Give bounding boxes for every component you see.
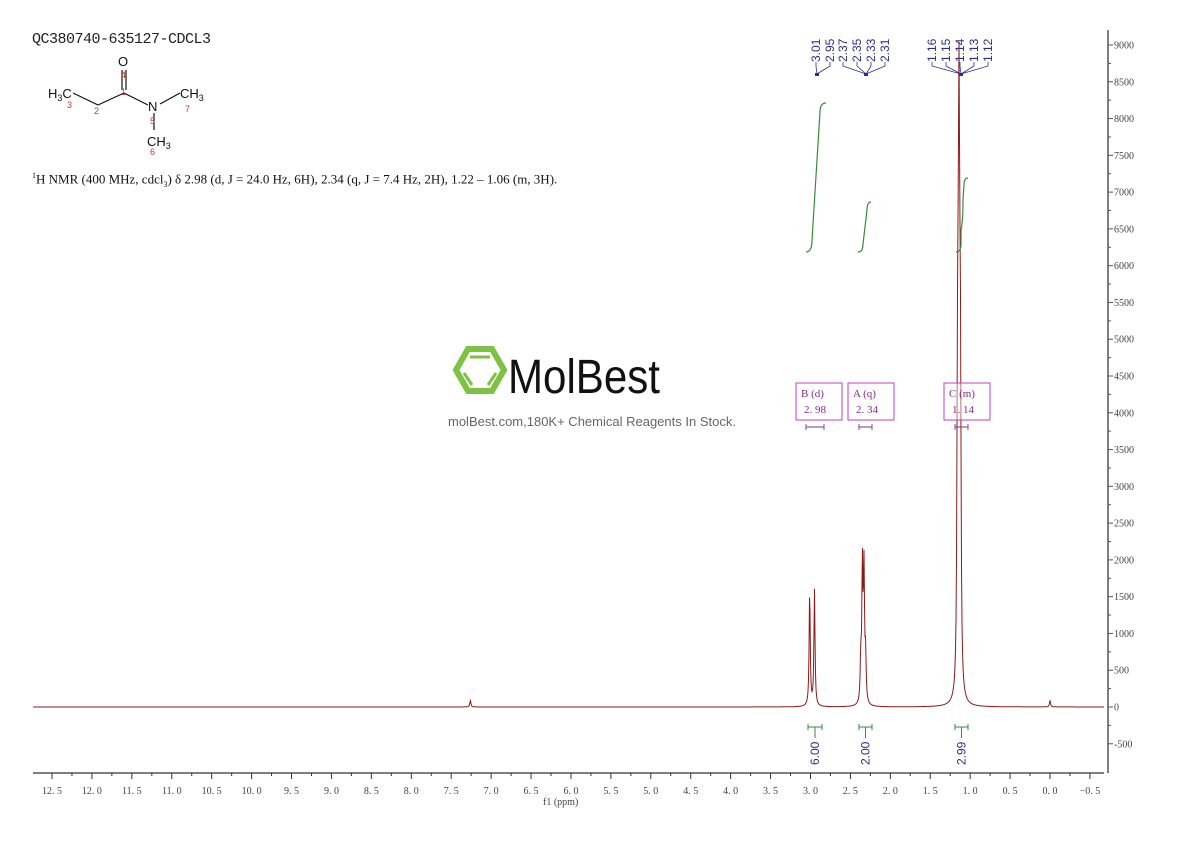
multiplet-label: A (q) <box>853 388 876 400</box>
y-tick-label: 4500 <box>1114 372 1134 383</box>
y-tick-label: 6500 <box>1114 224 1134 235</box>
integral-value: 2.00 <box>859 741 873 765</box>
x-tick-label: −0. 5 <box>1080 786 1101 797</box>
y-tick-label: 8000 <box>1114 114 1134 125</box>
watermark-caption: molBest.com,180K+ Chemical Reagents In S… <box>448 414 736 429</box>
svg-text:3: 3 <box>67 100 72 110</box>
multiplet-annotations: B (d) 2. 98 A (q) 2. 34 C (m) 1. 14 <box>795 382 991 430</box>
integral-value: 2.99 <box>955 741 969 765</box>
x-tick-label: 5. 5 <box>603 786 618 797</box>
y-tick-label: 2000 <box>1114 555 1134 566</box>
peak-label: 2.37 <box>836 38 850 62</box>
x-tick-label: 1. 0 <box>963 786 978 797</box>
svg-text:7: 7 <box>185 104 190 114</box>
x-tick-label: 10. 0 <box>242 786 262 797</box>
x-tick-label: 6. 5 <box>524 786 539 797</box>
y-tick-label: 5500 <box>1114 298 1134 309</box>
peak-label: 2.35 <box>850 38 864 62</box>
x-tick-label: 7. 0 <box>484 786 499 797</box>
peak-label: 1.13 <box>967 38 981 62</box>
atom-oxygen: O <box>118 54 128 69</box>
multiplet-shift: 1. 14 <box>952 404 975 416</box>
x-tick-label: 7. 5 <box>444 786 459 797</box>
peak-labels: 3.01 2.95 2.37 2.35 2.33 2.31 1.16 1.15 1.14 1.13… <box>809 38 995 76</box>
svg-text:4: 4 <box>121 70 126 80</box>
peak-label: 2.31 <box>878 38 892 62</box>
y-tick-label: 3000 <box>1114 482 1134 493</box>
chemical-structure: O H3C N CH3 CH3 4 1 3 2 5 7 6 <box>48 54 204 157</box>
integral-value: 6.00 <box>808 741 822 765</box>
y-tick-label: 7500 <box>1114 151 1134 162</box>
integral-curves <box>805 102 969 253</box>
svg-text:1: 1 <box>121 87 126 97</box>
brand-name: MolBest <box>508 351 660 403</box>
y-tick-label: 9000 <box>1114 41 1134 52</box>
x-axis-ticks: 12. 5 12. 0 11. 5 11. 0 10. 5 10. 0 9. 5 9. 0 8.… <box>42 773 1100 797</box>
peak-label: 1.14 <box>953 38 967 62</box>
x-tick-label: 9. 0 <box>324 786 339 797</box>
x-tick-label: 11. 0 <box>162 786 182 797</box>
y-tick-label: 0 <box>1114 703 1119 714</box>
y-tick-label: 2500 <box>1114 519 1134 530</box>
y-tick-label: 5000 <box>1114 335 1134 346</box>
x-tick-label: 2. 0 <box>883 786 898 797</box>
x-tick-label: 3. 0 <box>803 786 818 797</box>
x-tick-label: 10. 5 <box>202 786 222 797</box>
x-tick-label: 8. 0 <box>404 786 419 797</box>
x-tick-label: 3. 5 <box>763 786 778 797</box>
nmr-description: 1H NMR (400 MHz, cdcl3) δ 2.98 (d, J = 2… <box>32 171 558 189</box>
y-tick-label: 1000 <box>1114 629 1134 640</box>
peak-label: 3.01 <box>809 38 823 62</box>
y-tick-label: -500 <box>1114 739 1132 750</box>
atom-ch3-6: CH3 <box>147 134 171 151</box>
atom-nitrogen: N <box>148 99 157 114</box>
integral-values: 6.00 2.00 2.99 <box>807 724 969 765</box>
peak-label: 1.12 <box>981 38 995 62</box>
y-axis-ticks: 9000850080007500700065006000550050004500… <box>1108 41 1134 750</box>
x-tick-label: 4. 0 <box>723 786 738 797</box>
svg-text:2: 2 <box>94 106 99 116</box>
peak-label: 1.16 <box>925 38 939 62</box>
y-tick-label: 6000 <box>1114 261 1134 272</box>
x-tick-label: 5. 0 <box>643 786 658 797</box>
x-tick-label: 9. 5 <box>284 786 299 797</box>
y-tick-label: 8500 <box>1114 77 1134 88</box>
peak-label: 2.33 <box>864 38 878 62</box>
x-tick-label: 6. 0 <box>563 786 578 797</box>
y-tick-label: 1500 <box>1114 592 1134 603</box>
x-tick-label: 0. 5 <box>1003 786 1018 797</box>
x-tick-label: 8. 5 <box>364 786 379 797</box>
svg-text:5: 5 <box>150 116 155 126</box>
y-tick-label: 3500 <box>1114 445 1134 456</box>
peak-label: 1.15 <box>939 38 953 62</box>
svg-text:6: 6 <box>150 147 155 157</box>
multiplet-label: C (m) <box>949 388 975 400</box>
x-tick-label: 4. 5 <box>683 786 698 797</box>
x-tick-label: 12. 0 <box>82 786 102 797</box>
spectrum-trace <box>33 41 1104 708</box>
y-tick-label: 500 <box>1114 666 1129 677</box>
y-tick-label: 7000 <box>1114 188 1134 199</box>
x-tick-label: 12. 5 <box>42 786 62 797</box>
y-tick-label: 4000 <box>1114 408 1134 419</box>
atom-ch3-7: CH3 <box>180 86 204 103</box>
x-tick-label: 11. 5 <box>122 786 142 797</box>
atom-h3c: H3C <box>48 86 72 103</box>
peak-label: 2.95 <box>823 38 837 62</box>
x-tick-label: 2. 5 <box>843 786 858 797</box>
x-tick-label: 0. 0 <box>1043 786 1058 797</box>
multiplet-shift: 2. 34 <box>856 404 879 416</box>
multiplet-label: B (d) <box>801 388 824 400</box>
multiplet-shift: 2. 98 <box>804 404 827 416</box>
x-axis-label: f1 (ppm) <box>543 797 578 808</box>
x-tick-label: 1. 5 <box>923 786 938 797</box>
molbest-logo: MolBest <box>452 346 660 403</box>
sample-title: QC380740-635127-CDCL3 <box>32 31 211 48</box>
